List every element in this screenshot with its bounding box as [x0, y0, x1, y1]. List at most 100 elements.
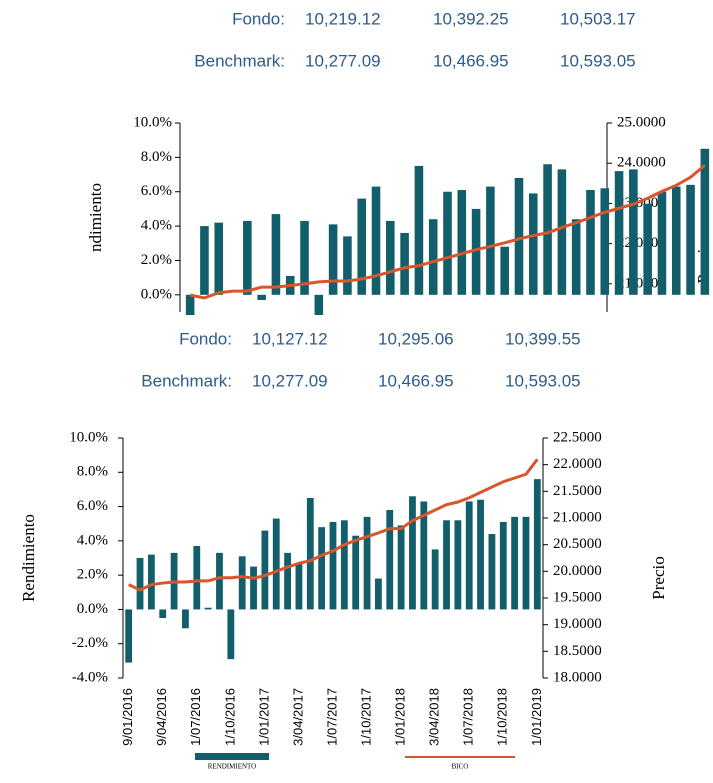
x-tick-label: 1/01/2019	[529, 688, 544, 746]
y-tick-label: 6.0%	[141, 183, 172, 199]
bar	[629, 169, 638, 295]
bar	[200, 226, 209, 295]
y-tick-label: 4.0%	[77, 532, 108, 548]
y-tick-label: 8.0%	[141, 149, 172, 165]
bar	[159, 609, 167, 618]
y-tick-label: 10.0%	[69, 429, 108, 445]
bar	[686, 184, 695, 295]
bar	[557, 169, 567, 295]
bar	[443, 520, 450, 610]
summary-value: 10,295.06	[378, 329, 454, 348]
bar	[514, 177, 524, 295]
y2-tick-label: 25.0000	[617, 114, 666, 130]
bar	[428, 219, 438, 295]
x-tick-label: 1/07/2016	[188, 688, 203, 746]
summary-value: 10,399.55	[505, 329, 581, 348]
plot-area	[185, 148, 710, 315]
summary-label: Benchmark:	[194, 51, 285, 70]
bar	[465, 501, 473, 610]
bar	[477, 499, 484, 610]
bar	[443, 191, 452, 295]
bar	[257, 294, 266, 300]
y2-tick-label: 18.0000	[553, 669, 602, 685]
chart: 0.0%2.0%4.0%6.0%8.0%10.0%21.000022.00002…	[86, 114, 713, 315]
summary-block: Fondo: 10,127.12 10,295.06 10,399.55 Benchma…	[141, 329, 580, 390]
y2-tick-label: 20.5000	[553, 536, 602, 552]
y2-tick-label: 21.5000	[553, 483, 602, 499]
y2-axis-title: Precio	[649, 556, 668, 599]
y2-tick-label: 19.0000	[553, 616, 602, 632]
bar	[261, 530, 269, 610]
summary-block: Fondo: 10,219.12 10,392.25 10,503.17 Benchma…	[194, 9, 635, 70]
bar	[471, 208, 481, 295]
x-tick-label: 1/01/2017	[256, 688, 271, 746]
y-tick-label: 0.0%	[141, 286, 172, 302]
bar	[488, 534, 496, 610]
x-tick-label: 1/07/2018	[461, 688, 476, 746]
bar	[271, 214, 281, 295]
bar	[643, 203, 652, 295]
bar	[454, 520, 462, 610]
y-tick-label: 6.0%	[77, 498, 108, 514]
summary-value: 10,219.12	[305, 9, 381, 28]
bar	[600, 188, 610, 295]
x-tick-label: 1/10/2018	[495, 688, 510, 746]
summary-value: 10,593.05	[505, 371, 581, 390]
bar	[343, 236, 352, 295]
bar	[511, 516, 519, 610]
summary-value: 10,466.95	[433, 51, 509, 70]
bar	[386, 220, 395, 295]
y-tick-label: 10.0%	[133, 114, 172, 130]
bar	[500, 246, 509, 295]
summary-label: Fondo:	[179, 329, 232, 348]
y-tick-label: 2.0%	[77, 567, 108, 583]
y2-tick-label: 19.5000	[553, 589, 602, 605]
x-tick-label: 9/04/2016	[154, 688, 169, 746]
legend: RENDIMIENTO BICO	[195, 753, 515, 771]
bar	[300, 220, 309, 295]
summary-label: Fondo:	[232, 9, 285, 28]
x-tick-label: 3/04/2017	[290, 688, 305, 746]
bar	[318, 527, 326, 610]
y-tick-label: -2.0%	[72, 635, 108, 651]
bar	[329, 522, 337, 610]
x-tick-label: 1/10/2017	[358, 688, 373, 746]
bar	[409, 496, 416, 610]
bar	[457, 190, 467, 295]
y2-tick-label: 21.0000	[553, 509, 602, 525]
bar	[397, 525, 405, 610]
y-axis-title: Rendimiento	[19, 514, 38, 602]
legend-label: RENDIMIENTO	[208, 763, 256, 771]
plot-area	[125, 458, 541, 663]
bar	[204, 607, 212, 610]
bar	[657, 191, 667, 295]
y2-tick-label: 22.5000	[553, 429, 602, 445]
bar	[414, 165, 424, 295]
line-series	[128, 458, 539, 592]
bar	[227, 609, 235, 660]
y-tick-label: 2.0%	[141, 252, 172, 268]
y-tick-label: 0.0%	[77, 601, 108, 617]
bar	[147, 554, 155, 610]
y-tick-label: -4.0%	[72, 669, 108, 685]
bar	[125, 609, 133, 663]
summary-value: 10,277.09	[252, 371, 328, 390]
bar	[250, 566, 257, 610]
bar	[586, 190, 595, 295]
bar	[363, 516, 371, 610]
summary-label: Benchmark:	[141, 371, 232, 390]
bar	[614, 171, 624, 295]
y2-tick-label: 20.0000	[553, 563, 602, 579]
bar	[571, 219, 581, 295]
bar	[352, 535, 360, 610]
bar	[700, 148, 710, 295]
bar	[386, 510, 394, 610]
bar	[136, 558, 144, 610]
bar	[214, 222, 224, 295]
summary-value: 10,466.95	[378, 371, 454, 390]
y-tick-label: 8.0%	[77, 464, 108, 480]
legend-swatch	[195, 753, 269, 760]
bar	[340, 520, 348, 610]
legend-label: BICO	[452, 763, 469, 771]
